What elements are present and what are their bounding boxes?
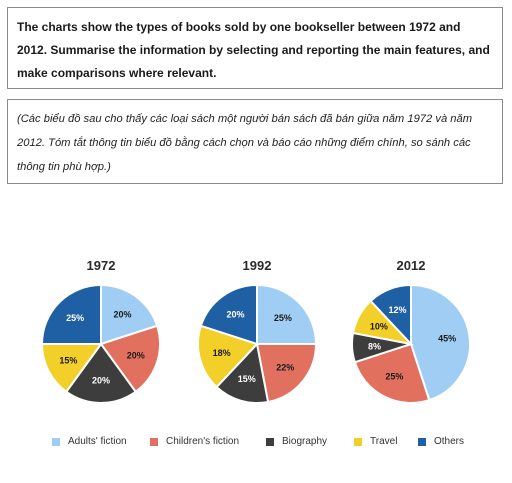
slice-label-others: 20%	[226, 309, 244, 319]
legend-swatch	[418, 437, 426, 446]
slice-label-adults-fiction: 45%	[438, 333, 456, 343]
pie-chart-1972: 1972 20% 20% 20% 15% 25%	[40, 258, 161, 404]
slice-label-childrens-fiction: 25%	[385, 372, 403, 382]
translation-text: (Các biểu đồ sau cho thấy các loại sách …	[17, 113, 473, 173]
task-prompt: The charts show the types of books sold …	[17, 20, 490, 80]
slice-label-others: 25%	[66, 313, 84, 323]
chart-legend: Adults' fiction Children's fiction Biogr…	[0, 436, 512, 450]
legend-item-childrens-fiction: Children's fiction	[150, 436, 239, 447]
pie-slice-others	[40, 283, 102, 345]
legend-item-travel: Travel	[354, 436, 397, 447]
slice-label-travel: 15%	[59, 356, 77, 366]
pie-slice-childrens-fiction	[353, 342, 431, 404]
chart-title: 1992	[243, 258, 272, 273]
slice-label-adults-fiction: 20%	[113, 309, 131, 319]
pie-slice-childrens-fiction	[99, 324, 161, 394]
pie-chart-1992: 1992 25% 22% 15% 18% 20%	[197, 258, 318, 404]
slice-label-travel: 10%	[370, 321, 388, 331]
pie-slice-adults-fiction	[100, 283, 159, 346]
legend-label: Travel	[370, 436, 398, 447]
legend-label: Others	[434, 436, 465, 447]
pie-slice-adults-fiction	[410, 283, 471, 402]
slice-label-biography: 8%	[368, 341, 381, 351]
legend-item-others: Others	[418, 436, 464, 447]
slice-label-travel: 18%	[213, 348, 231, 358]
task-box: The charts show the types of books sold …	[7, 7, 503, 89]
pie-slice-others	[199, 283, 258, 346]
legend-item-adults-fiction: Adults' fiction	[52, 436, 127, 447]
pie-slice-biography	[215, 341, 270, 404]
legend-label: Children's fiction	[166, 436, 240, 447]
slice-label-childrens-fiction: 22%	[276, 362, 294, 372]
pie-slice-adults-fiction	[256, 283, 318, 345]
pie-slice-biography	[64, 342, 138, 404]
slice-label-biography: 15%	[238, 374, 256, 384]
chart-title: 2012	[397, 258, 426, 273]
legend-swatch	[266, 437, 274, 446]
legend-label: Biography	[282, 436, 328, 447]
translation-box: (Các biểu đồ sau cho thấy các loại sách …	[7, 99, 503, 184]
pie-slice-others	[369, 283, 412, 347]
pie-slice-childrens-fiction	[255, 343, 318, 404]
slice-label-adults-fiction: 25%	[274, 313, 292, 323]
legend-item-biography: Biography	[266, 436, 327, 447]
legend-swatch	[150, 437, 158, 446]
pie-chart-2012: 2012 45% 25% 8% 10%12%	[351, 258, 471, 404]
legend-label: Adults' fiction	[68, 436, 127, 447]
legend-swatch	[52, 437, 60, 446]
slice-label-childrens-fiction: 20%	[127, 350, 145, 360]
pie-slice-travel	[40, 343, 103, 394]
chart-title: 1972	[87, 258, 116, 273]
slice-label-biography: 20%	[92, 376, 110, 386]
legend-swatch	[354, 437, 362, 446]
pie-slice-travel	[197, 324, 259, 389]
slice-label-others: 12%	[388, 305, 406, 315]
